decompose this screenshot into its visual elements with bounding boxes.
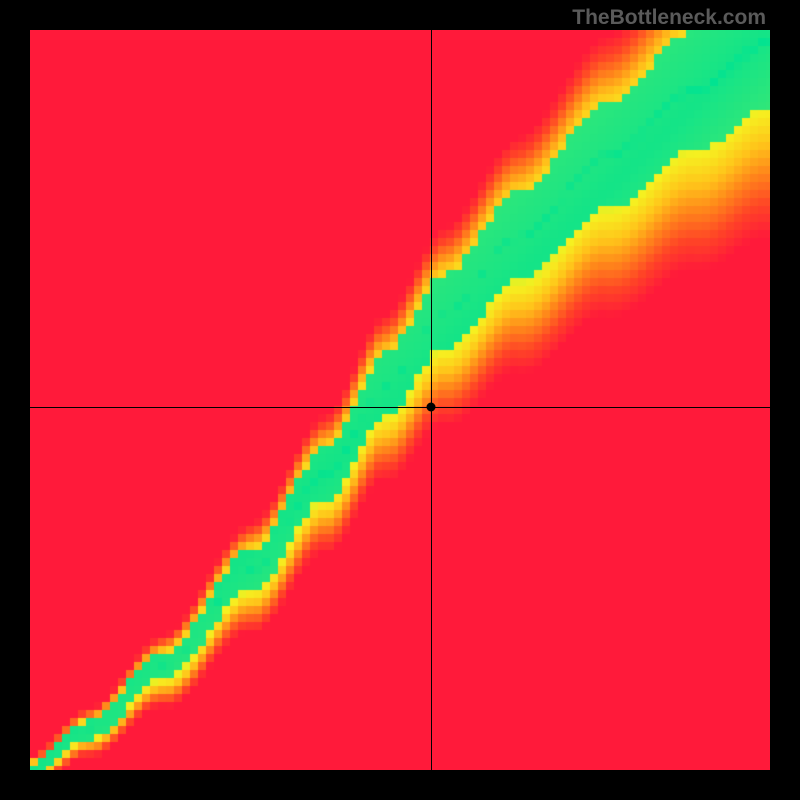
watermark-text: TheBottleneck.com — [572, 6, 766, 30]
heatmap-canvas — [30, 30, 770, 770]
heatmap-plot — [30, 30, 770, 770]
crosshair-vertical — [431, 30, 432, 770]
crosshair-marker — [427, 403, 436, 412]
crosshair-horizontal — [30, 407, 770, 408]
